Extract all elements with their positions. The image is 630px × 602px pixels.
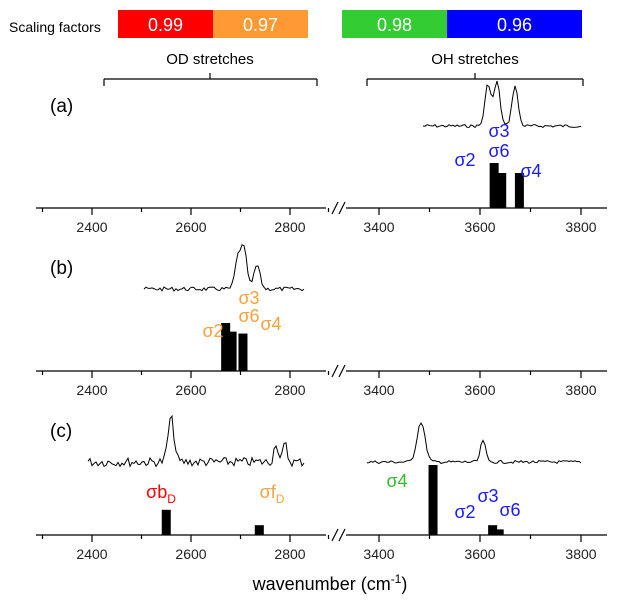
axis-break-mark	[331, 364, 339, 378]
bar-4	[488, 525, 498, 535]
scaling-box-3	[342, 10, 447, 38]
scaling-box-1	[118, 10, 213, 38]
header: Scaling factors 0.99 0.97 0.98 0.96 OD stre…	[9, 10, 584, 86]
mode-label: σ3	[488, 121, 509, 141]
bar-2	[497, 173, 507, 208]
scaling-value-2: 0.97	[243, 15, 278, 35]
x-tick-label: 2800	[274, 219, 305, 235]
mode-label: σ2	[454, 150, 475, 170]
scaling-value-3: 0.98	[377, 15, 412, 35]
bar-1	[161, 509, 171, 535]
axis-break-mark	[331, 528, 339, 542]
spectrum-trace	[143, 244, 305, 292]
oh-bracket	[366, 73, 584, 86]
x-tick-label: 3400	[363, 546, 394, 562]
x-tick-label: 2800	[274, 546, 305, 562]
bar-1	[221, 323, 231, 371]
axis-break-mark	[338, 528, 346, 542]
mode-label: σ2	[454, 502, 475, 522]
mode-label: σ2	[202, 321, 223, 341]
scaling-value-1: 0.99	[148, 15, 183, 35]
oh-stretches-label: OH stretches	[431, 51, 519, 68]
x-tick-label: 2400	[76, 219, 107, 235]
mode-label: σ4	[520, 161, 541, 181]
scaling-factors-label: Scaling factors	[9, 19, 101, 35]
scaling-box-2	[213, 10, 308, 38]
spectrum-trace	[422, 80, 582, 129]
mode-label: σ4	[386, 471, 407, 491]
bar-3	[238, 333, 248, 371]
bar-2	[227, 331, 237, 371]
x-tick-label: 2600	[175, 219, 206, 235]
bar-1	[489, 163, 499, 208]
scaling-value-4: 0.96	[497, 15, 532, 35]
x-tick-label: 3800	[565, 382, 596, 398]
mode-label: σ4	[260, 314, 281, 334]
axis-break-mark	[338, 364, 346, 378]
scaling-box-4	[447, 10, 582, 38]
x-tick-label: 3600	[464, 382, 495, 398]
panel-label: (b)	[50, 258, 73, 279]
mode-label: σ6	[499, 500, 520, 520]
axis-break-mark	[338, 201, 346, 215]
x-tick-label: 3400	[363, 219, 394, 235]
panel-label: (c)	[50, 421, 72, 442]
x-tick-label: 3800	[565, 219, 596, 235]
x-tick-label: 2600	[175, 382, 206, 398]
x-tick-label: 2800	[274, 382, 305, 398]
bar-5	[494, 529, 504, 535]
mode-label: σ6	[488, 141, 509, 161]
bar-3	[428, 465, 438, 535]
x-tick-label: 3600	[464, 219, 495, 235]
x-tick-label: 2600	[175, 546, 206, 562]
x-tick-label: 2400	[76, 546, 107, 562]
axis-break-mark	[331, 201, 339, 215]
spectrum-trace	[366, 422, 582, 465]
x-tick-label: 2400	[76, 382, 107, 398]
mode-label: σ3	[477, 486, 498, 506]
mode-label: σ6	[238, 306, 259, 326]
mode-label: σfD	[260, 482, 285, 506]
panel-label: (a)	[50, 96, 73, 117]
mode-label: σbD	[146, 482, 176, 506]
bar-2	[254, 525, 264, 535]
x-axis-title: wavenumber (cm-1)	[252, 572, 408, 594]
x-tick-label: 3800	[565, 546, 596, 562]
bar-3	[514, 173, 524, 208]
od-bracket	[103, 73, 318, 86]
x-tick-label: 3400	[363, 382, 394, 398]
mode-label: σ3	[238, 288, 259, 308]
x-tick-label: 3600	[464, 546, 495, 562]
spectrum-trace	[87, 414, 305, 468]
scaling-boxes: 0.99 0.97 0.98 0.96	[118, 10, 582, 38]
od-stretches-label: OD stretches	[166, 51, 254, 68]
